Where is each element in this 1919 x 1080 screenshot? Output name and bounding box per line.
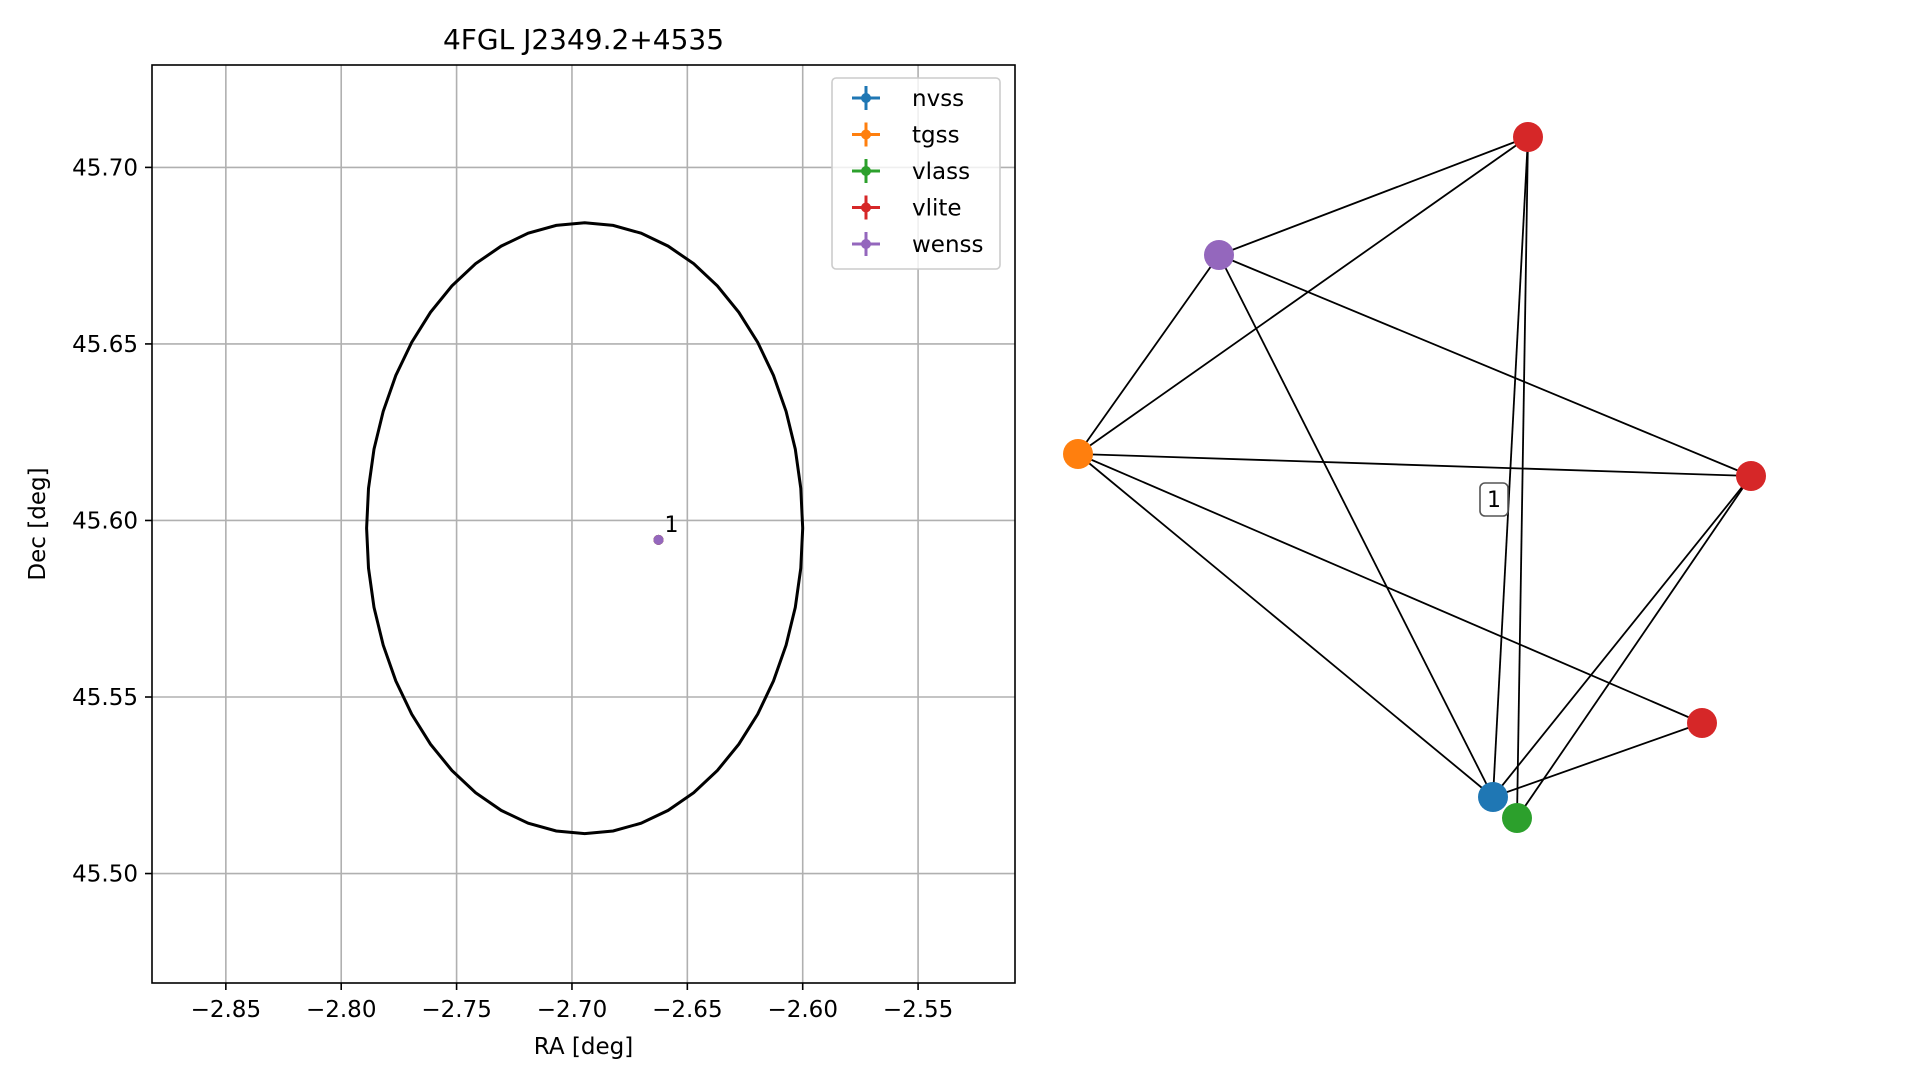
sky-position-chart: 1 −2.85 −2.80 −2.75 −2.70 −2.65 −2.60 −2.55 45… <box>25 23 1016 1060</box>
graph-edge <box>1218 254 1752 477</box>
legend-item-wenss: wenss <box>852 232 984 258</box>
x-axis-ticks: −2.85 −2.80 −2.75 −2.70 −2.65 −2.60 −2.55 <box>191 983 953 1023</box>
cluster-label-box <box>1479 482 1509 517</box>
graph-node-vlite <box>1736 461 1766 491</box>
legend-marker <box>861 93 871 103</box>
x-tick-label: −2.60 <box>767 997 837 1023</box>
legend-marker <box>861 129 871 140</box>
legend-item-vlite: vlite <box>852 195 962 222</box>
x-tick-label: −2.80 <box>306 997 376 1023</box>
legend-items: nvss tgss vlass vlite wenss <box>852 86 984 258</box>
match-network-graph: 1 <box>1063 122 1766 833</box>
graph-node-tgss <box>1063 439 1093 469</box>
graph-node-vlass <box>1502 803 1532 833</box>
legend-label: wenss <box>912 232 984 258</box>
legend-marker <box>861 202 871 213</box>
graph-edge <box>1492 722 1703 798</box>
error-ellipse <box>365 221 805 836</box>
graph-edge <box>1077 254 1220 455</box>
graph-edge <box>1492 136 1529 798</box>
graph-node-vlite <box>1687 708 1717 738</box>
legend-marker <box>861 166 871 176</box>
graph-edge <box>1218 136 1529 256</box>
legend-label: vlass <box>912 159 970 185</box>
graph-node-vlite <box>1513 122 1543 152</box>
cluster-label: 1 <box>1479 482 1509 517</box>
graph-edge <box>1516 136 1529 819</box>
y-axis-ticks: 45.50 45.55 45.60 45.65 45.70 <box>72 155 152 888</box>
x-tick-label: −2.70 <box>537 997 607 1023</box>
data-point-wenss <box>653 534 664 545</box>
graph-nodes <box>1063 122 1766 833</box>
chart-title: 4FGL J2349.2+4535 <box>443 23 724 56</box>
legend-label: vlite <box>912 196 962 222</box>
legend-item-tgss: tgss <box>852 122 960 149</box>
y-tick-label: 45.70 <box>72 155 138 181</box>
legend-item-nvss: nvss <box>852 86 964 112</box>
point-annotation: 1 <box>664 513 678 538</box>
y-tick-label: 45.60 <box>72 508 138 534</box>
y-tick-label: 45.65 <box>72 332 138 358</box>
graph-edge <box>1077 136 1529 455</box>
legend: nvss tgss vlass vlite wenss <box>831 77 1001 270</box>
x-tick-label: −2.75 <box>421 997 491 1023</box>
axes-frame <box>151 64 1016 984</box>
graph-edge <box>1077 453 1752 477</box>
y-tick-label: 45.55 <box>72 685 138 711</box>
x-tick-label: −2.85 <box>191 997 261 1023</box>
graph-node-nvss <box>1478 782 1508 812</box>
legend-box <box>831 77 1001 270</box>
x-axis-label: RA [deg] <box>534 1034 633 1060</box>
graph-edge <box>1077 453 1703 724</box>
legend-label: nvss <box>912 86 964 112</box>
x-tick-label: −2.55 <box>883 997 953 1023</box>
y-axis-label: Dec [deg] <box>25 467 51 580</box>
graph-edge <box>1218 254 1494 798</box>
graph-edges <box>1077 136 1752 819</box>
y-tick-label: 45.50 <box>72 862 138 888</box>
x-tick-label: −2.65 <box>652 997 722 1023</box>
legend-marker <box>861 239 871 249</box>
legend-label: tgss <box>912 123 960 149</box>
data-points <box>653 534 664 545</box>
cluster-label-text: 1 <box>1487 488 1501 513</box>
legend-item-vlass: vlass <box>852 159 970 185</box>
graph-edge <box>1077 453 1494 798</box>
graph-edge <box>1516 475 1752 819</box>
graph-edge <box>1492 475 1752 798</box>
graph-node-wenss <box>1204 240 1234 270</box>
